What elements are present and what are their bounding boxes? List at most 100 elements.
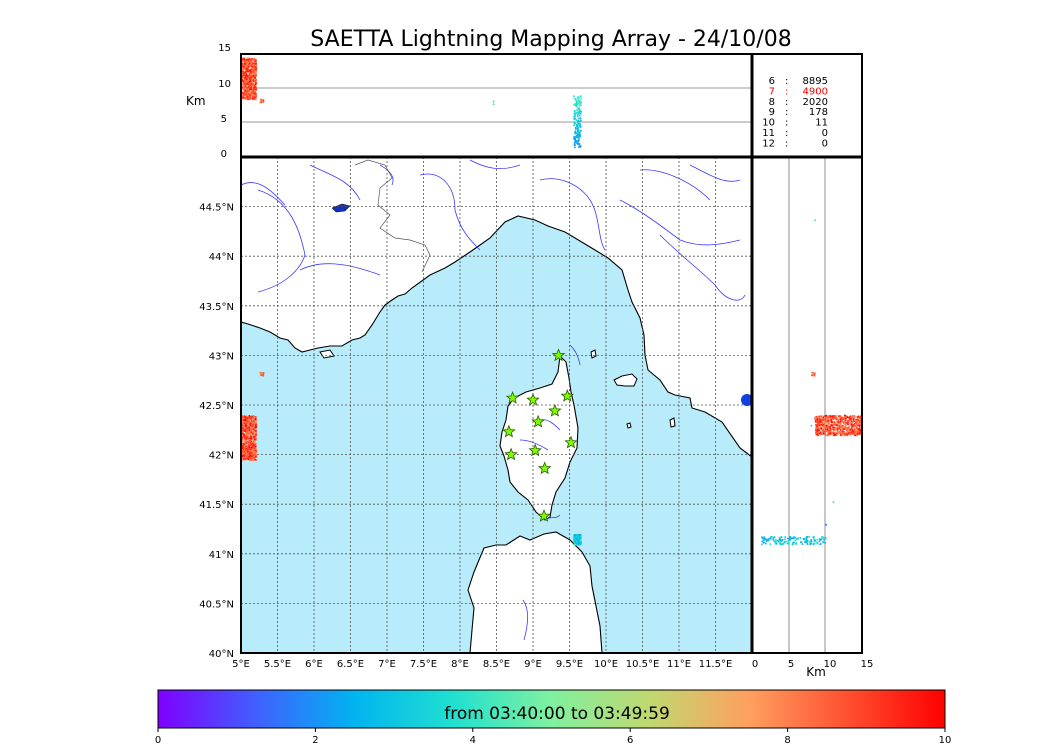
- lightning-point-alt-lat: [815, 429, 818, 431]
- lightning-point-alt-lat: [831, 415, 833, 417]
- lightning-point-alt-lon: [250, 83, 253, 86]
- top-panel-ylabel: Km: [186, 94, 206, 108]
- lightning-point-alt-lat: [763, 536, 766, 539]
- lightning-point-alt-lat: [849, 416, 851, 418]
- elba-island: [613, 373, 638, 387]
- lightning-point: [255, 417, 257, 419]
- lightning-point-alt-lat: [763, 537, 766, 540]
- station-marker: [502, 424, 516, 438]
- lightning-point-alt-lat: [841, 416, 844, 418]
- station-marker: [551, 348, 566, 362]
- lightning-point-alt-lat: [856, 417, 859, 420]
- lightning-point-alt-lon: [492, 100, 495, 103]
- lightning-point-alt-lat: [781, 539, 783, 542]
- lightning-point-alt-lon: [577, 115, 579, 118]
- east-edge-blob: [741, 394, 753, 406]
- lightning-point: [242, 427, 244, 429]
- lightning-point-alt-lon: [252, 87, 255, 90]
- lightning-point-alt-lat: [848, 417, 851, 420]
- lightning-point-alt-lat: [839, 429, 842, 431]
- lightning-point: [575, 535, 578, 538]
- right-panel-xlabel: Km: [806, 665, 826, 679]
- lightning-point: [242, 454, 245, 457]
- lightning-point-alt-lat: [804, 539, 807, 542]
- lightning-point-alt-lat: [850, 426, 853, 429]
- lightning-point: [253, 455, 255, 458]
- lightning-point-alt-lat: [850, 421, 853, 424]
- lightning-point: [250, 443, 252, 445]
- lightning-point-alt-lon: [247, 66, 249, 69]
- lightning-point-alt-lat: [803, 538, 806, 541]
- lightning-point: [249, 417, 251, 420]
- lightning-point-alt-lat: [808, 536, 810, 538]
- lightning-point-alt-lon: [249, 77, 251, 80]
- lightning-point-alt-lat: [840, 418, 843, 421]
- lightning-point-alt-lat: [810, 424, 813, 427]
- lightning-point-alt-lat: [815, 426, 818, 428]
- lightning-point-alt-lat: [810, 538, 813, 541]
- lightning-point: [244, 419, 247, 422]
- lightning-point-alt-lon: [241, 66, 243, 69]
- lightning-point-alt-lon: [242, 77, 244, 80]
- lightning-point-alt-lat: [852, 423, 855, 426]
- stats-value: 11: [815, 118, 828, 129]
- lightning-point-alt-lat: [850, 417, 853, 420]
- lightning-point: [255, 448, 257, 450]
- lightning-point-alt-lat: [857, 424, 859, 427]
- lightning-point-alt-lat: [805, 541, 807, 544]
- lightning-point: [254, 446, 256, 449]
- lightning-point-alt-lat: [828, 434, 830, 437]
- lightning-point-alt-lat: [829, 419, 832, 422]
- lightning-point: [577, 534, 579, 537]
- lightning-point-alt-lat: [813, 539, 816, 541]
- lightning-point-alt-lat: [815, 427, 817, 430]
- lightning-point-alt-lat: [819, 420, 822, 423]
- lightning-point-alt-lat: [806, 542, 809, 545]
- station-marker: [564, 435, 578, 449]
- lightning-point: [247, 448, 249, 451]
- lightning-point-alt-lon: [241, 85, 244, 87]
- lightning-point-alt-lat: [846, 434, 849, 436]
- lightning-point-alt-lat: [816, 433, 819, 435]
- station-marker: [560, 388, 575, 402]
- lightning-point-alt-lat: [834, 434, 837, 436]
- lightning-point-alt-lat: [845, 434, 848, 437]
- lightning-point-alt-lon: [246, 57, 249, 60]
- lightning-point-alt-lat: [782, 542, 785, 545]
- lightning-point-alt-lat: [784, 540, 786, 543]
- lightning-point-alt-lon: [250, 75, 253, 78]
- lightning-point-alt-lon: [247, 81, 250, 84]
- lightning-point: [252, 428, 255, 430]
- lightning-point-alt-lat: [850, 428, 853, 430]
- lightning-point-alt-lon: [244, 69, 247, 72]
- lightning-point: [241, 445, 244, 448]
- lightning-point: [244, 454, 247, 457]
- lightning-point-alt-lon: [578, 111, 581, 113]
- lightning-point-alt-lon: [245, 90, 248, 93]
- lightning-point-alt-lon: [245, 73, 248, 76]
- lightning-point: [253, 437, 256, 439]
- lon-tick-label: 8°E: [451, 659, 469, 670]
- lightning-point-alt-lat: [843, 416, 846, 419]
- lightning-point-alt-lat: [821, 425, 824, 428]
- lightning-point: [241, 425, 244, 428]
- lightning-point-alt-lon: [246, 75, 249, 77]
- lightning-point: [243, 433, 245, 435]
- lightning-point-alt-lat: [770, 537, 772, 540]
- altitude-lon-points: [241, 57, 582, 149]
- lat-tick-label: 43°N: [209, 351, 234, 362]
- lightning-point: [244, 422, 246, 425]
- lightning-point-alt-lon: [249, 73, 252, 76]
- lightning-point-alt-lat: [839, 415, 841, 417]
- lightning-point-alt-lat: [816, 430, 818, 432]
- lat-tick-label: 42°N: [209, 451, 234, 462]
- lightning-point-alt-lon: [251, 75, 254, 78]
- lightning-point-alt-lat: [841, 433, 843, 436]
- lightning-point-alt-lat: [789, 538, 792, 541]
- lightning-point-alt-lon: [575, 139, 577, 142]
- lightning-point-alt-lon: [244, 75, 247, 78]
- lightning-point-alt-lat: [827, 416, 830, 419]
- lightning-point: [252, 415, 255, 418]
- lightning-point-alt-lat: [829, 425, 832, 427]
- lightning-point-alt-lon: [247, 64, 250, 67]
